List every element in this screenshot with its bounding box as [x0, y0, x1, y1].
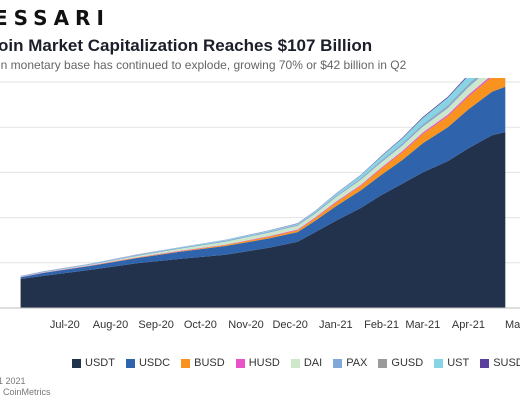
area-usdc: [20, 86, 506, 279]
legend-label-pax: PAX: [346, 357, 368, 369]
legend-swatch-husd: [235, 358, 245, 368]
x-tick-label-4: Nov-20: [228, 319, 263, 331]
legend: USDT USDC BUSD HUSD DAI PAX GUSD UST SUSD: [72, 357, 520, 369]
legend-swatch-usdt: [72, 358, 81, 368]
legend-item-usdc: USDC: [125, 357, 171, 369]
legend-label-ust: UST: [447, 357, 470, 369]
x-tick-label-6: Jan-21: [319, 319, 353, 331]
legend-swatch-usdc: [125, 358, 135, 368]
legend-label-usdt: USDT: [85, 357, 115, 369]
x-tick-label-8: Mar-21: [405, 319, 440, 331]
legend-item-husd: HUSD: [235, 357, 280, 369]
x-tick-label-2: Sep-20: [138, 319, 173, 331]
legend-label-susd: SUSD: [493, 357, 520, 369]
area-usdt: [20, 132, 506, 308]
x-tick-label-5: Dec-20: [272, 319, 307, 331]
legend-label-dai: DAI: [303, 357, 323, 369]
legend-label-usdc: USDC: [138, 357, 171, 369]
legend-label-husd: HUSD: [248, 357, 280, 369]
x-tick-label-9: Apr-21: [452, 319, 485, 331]
footnote-source: , CoinMetrics: [0, 387, 51, 397]
series-areas: [20, 78, 506, 308]
chart-title: oin Market Capitalization Reaches $107 B…: [0, 36, 373, 55]
legend-swatch-ust: [434, 358, 444, 368]
legend-item-ust: UST: [434, 357, 469, 369]
legend-swatch-busd: [181, 358, 191, 368]
footnote: 1 2021 , CoinMetrics: [0, 376, 51, 398]
brand-wordmark: ESSARI: [0, 6, 110, 30]
legend-item-gusd: GUSD: [378, 357, 423, 369]
chart-subtitle: in monetary base has continued to explod…: [0, 58, 407, 72]
stacked-area-chart: Jul-20 Aug-20 Sep-20 Oct-20 Nov-20 Dec-20 Jan-…: [0, 78, 520, 331]
area-dai: [20, 78, 489, 277]
x-tick-label-1: Aug-20: [93, 319, 128, 331]
x-axis-ticks: Jul-20 Aug-20 Sep-20 Oct-20 Nov-20 Dec-20 Jan-…: [50, 319, 520, 331]
legend-item-pax: PAX: [333, 357, 367, 369]
x-tick-label-7: Feb-21: [364, 319, 399, 331]
legend-item-usdt: USDT: [72, 357, 115, 369]
legend-label-busd: BUSD: [194, 357, 225, 369]
legend-item-dai: DAI: [290, 357, 323, 369]
legend-item-susd: SUSD: [480, 357, 520, 369]
legend-swatch-dai: [290, 358, 300, 368]
x-tick-label-0: Jul-20: [50, 319, 80, 331]
footnote-date: 1 2021: [0, 376, 26, 386]
x-tick-label-3: Oct-20: [184, 319, 217, 331]
legend-swatch-pax: [333, 358, 343, 368]
legend-item-busd: BUSD: [181, 357, 225, 369]
x-tick-label-10: Ma: [505, 319, 520, 331]
legend-swatch-susd: [480, 358, 490, 368]
legend-label-gusd: GUSD: [391, 357, 424, 369]
legend-swatch-gusd: [378, 358, 388, 368]
